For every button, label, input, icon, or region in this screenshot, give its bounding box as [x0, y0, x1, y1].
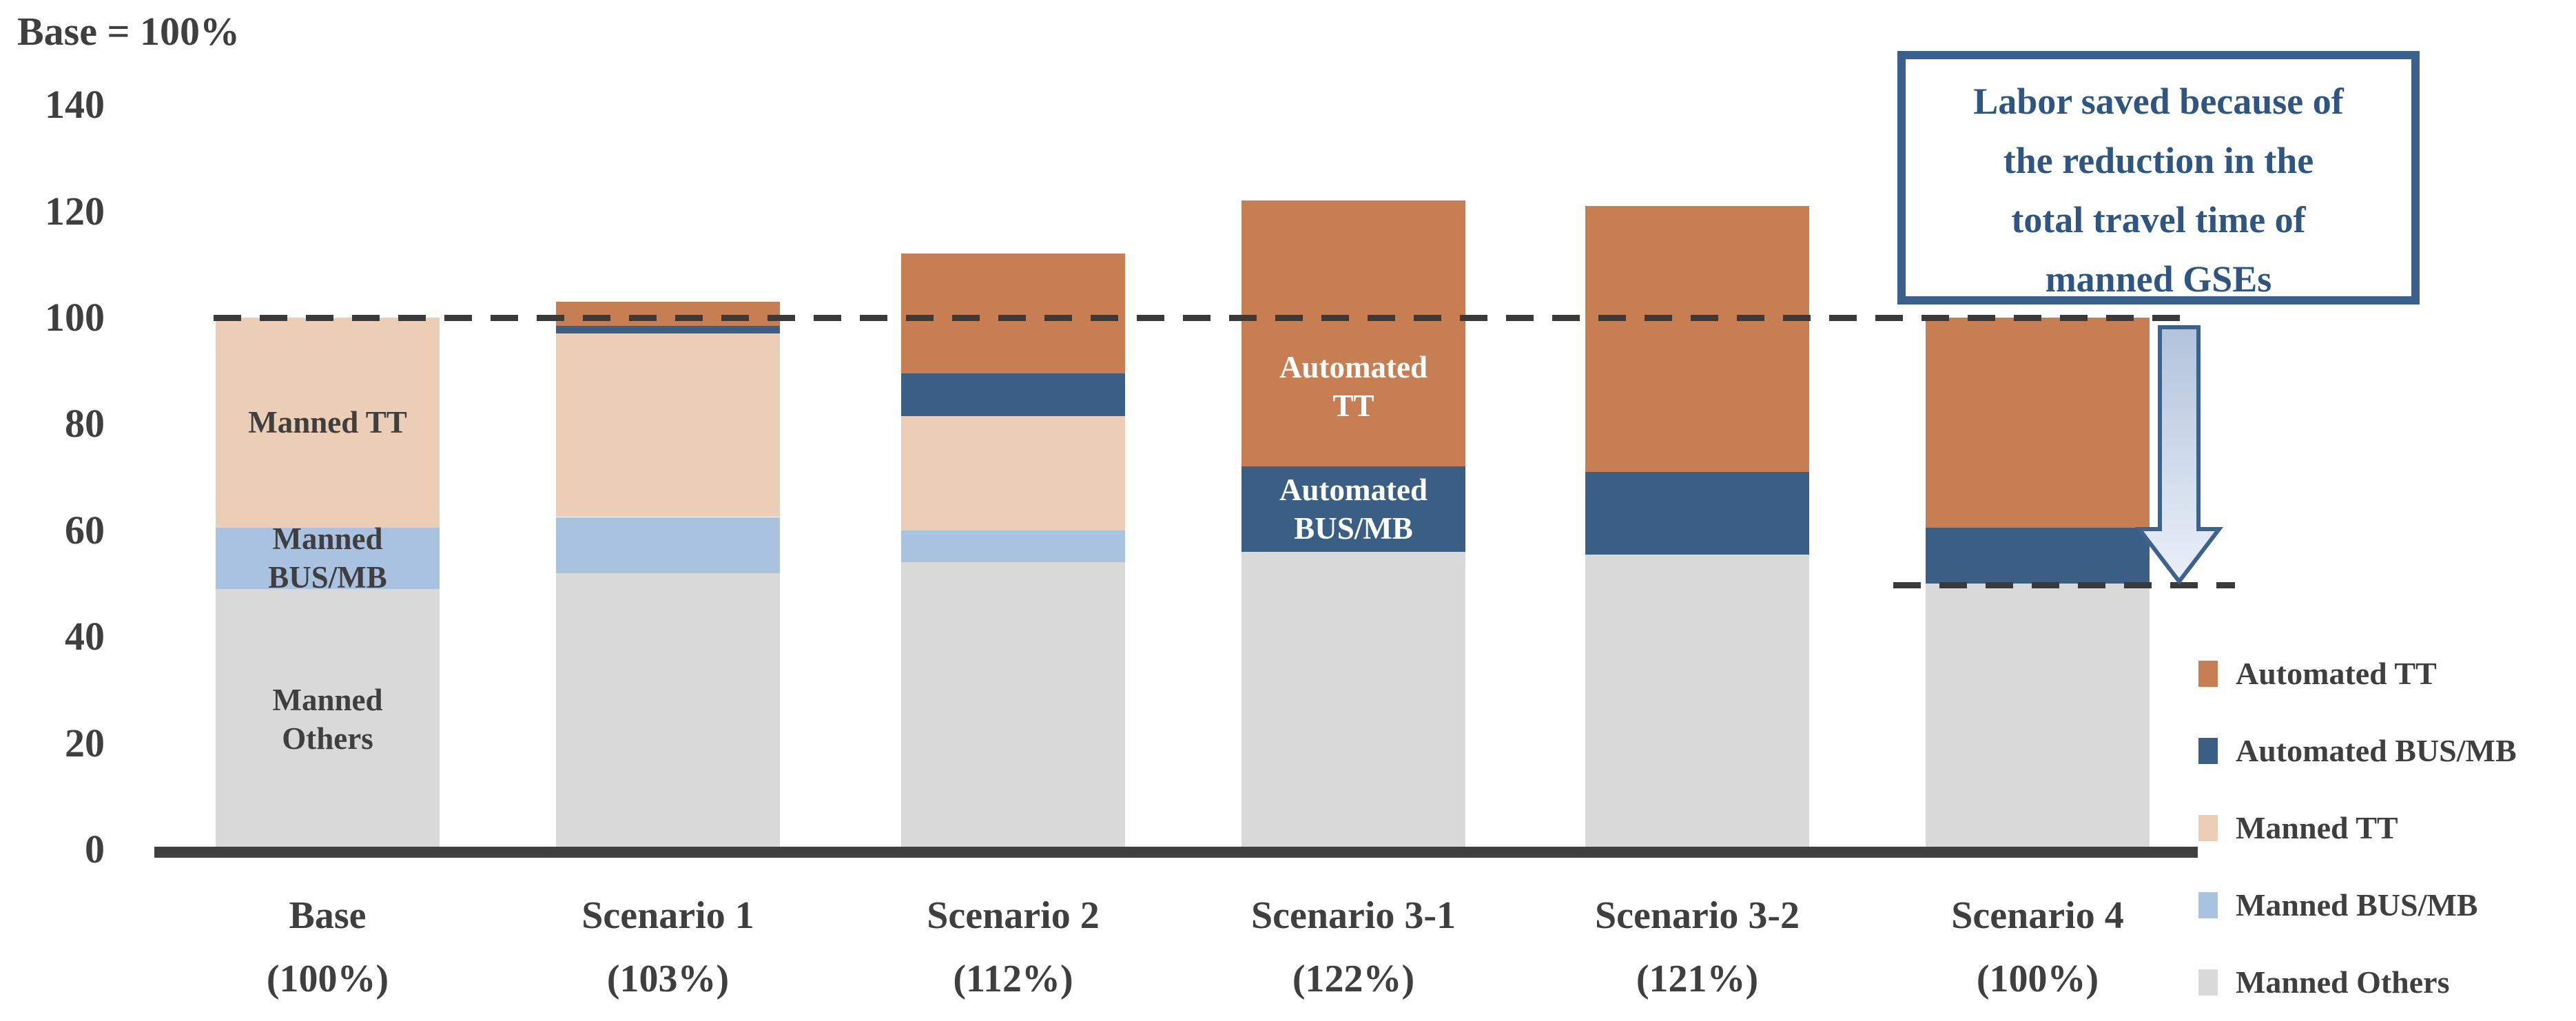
legend-swatch-icon — [2198, 737, 2218, 764]
y-tick-label: 20 — [65, 720, 105, 765]
bar-segment-manned-others — [1926, 584, 2150, 849]
bar-label-manned-tt: Manned TT — [248, 405, 407, 440]
reference-line-100 — [214, 315, 2195, 321]
bar-segment-manned-others — [901, 562, 1125, 849]
bar-label-automated-bus-mb: Automated BUS/MB — [1279, 472, 1428, 546]
bar-segment-manned-others — [216, 588, 440, 849]
bar-segment-automated-bus-mb — [901, 373, 1125, 416]
legend-swatch-icon — [2198, 891, 2218, 918]
callout-text-line: the reduction in the — [2003, 140, 2314, 181]
y-tick-label: 140 — [45, 82, 105, 127]
legend-swatch-icon — [2198, 969, 2218, 996]
legend-label: Manned Others — [2236, 965, 2450, 1000]
bar-segment-manned-bus-mb — [556, 517, 780, 573]
y-tick-label: 100 — [45, 295, 105, 340]
x-category-label: Base (100%) — [266, 894, 389, 1000]
bar-segment-manned-tt — [216, 318, 440, 528]
y-tick-label: 0 — [85, 827, 105, 872]
bar-segment-manned-bus-mb — [901, 530, 1125, 563]
bar-segment-automated-tt — [1585, 205, 1809, 472]
bar-segment-automated-tt — [901, 254, 1125, 374]
legend-item-manned-others: Manned Others — [2198, 964, 2450, 1000]
bar-segment-manned-tt — [901, 415, 1125, 530]
legend-label: Manned TT — [2236, 810, 2398, 845]
bar-segment-manned-others — [556, 573, 780, 849]
x-axis-baseline — [154, 847, 2198, 858]
bar-segment-automated-bus-mb — [1926, 527, 2150, 584]
y-tick-label: 40 — [65, 614, 105, 659]
callout-text-line: Labor saved because of — [1973, 81, 2344, 122]
bar-label-manned-others: Manned Others — [272, 682, 383, 756]
x-category-label: Scenario 1 (103%) — [581, 894, 754, 1000]
bar-segment-manned-others — [1241, 551, 1465, 849]
axis-unit-note: Base = 100% — [17, 9, 240, 54]
down-block-arrow-icon — [2134, 325, 2224, 585]
x-category-label: Scenario 3-1 (122%) — [1250, 894, 1456, 1000]
legend-swatch-icon — [2198, 660, 2218, 687]
bar-label-automated-tt: Automated TT — [1279, 350, 1428, 424]
legend-item-manned-tt: Manned TT — [2198, 809, 2398, 846]
labor-saved-arrow — [2133, 324, 2225, 586]
legend-item-automated-tt: Automated TT — [2198, 655, 2437, 692]
bar-segment-manned-others — [1585, 554, 1809, 849]
labor-saved-callout-box: Labor saved because of the reduction in … — [1897, 51, 2420, 305]
legend-label: Automated TT — [2236, 656, 2437, 691]
legend-item-automated-bus-mb: Automated BUS/MB — [2198, 732, 2517, 769]
bar-segment-automated-tt — [1926, 318, 2150, 528]
bar-segment-automated-tt — [1241, 200, 1465, 467]
legend-label: Automated BUS/MB — [2236, 733, 2517, 768]
reference-line-49.8 — [1893, 581, 2235, 588]
callout-text-line: manned GSEs — [2045, 258, 2272, 300]
legend-swatch-icon — [2198, 814, 2218, 841]
y-tick-label: 120 — [45, 188, 105, 234]
bar-segment-automated-bus-mb — [556, 325, 780, 334]
y-tick-label: 80 — [65, 401, 105, 446]
bar-label-manned-bus-mb: Manned BUS/MB — [268, 522, 387, 595]
legend-item-manned-bus-mb: Manned BUS/MB — [2198, 887, 2477, 923]
x-category-label: Scenario 3-2 (121%) — [1594, 894, 1800, 1000]
bar-segment-automated-bus-mb — [1241, 466, 1465, 552]
y-tick-label: 60 — [65, 507, 105, 553]
callout-text-line: total travel time of — [2011, 199, 2306, 240]
legend-label: Manned BUS/MB — [2236, 887, 2478, 922]
bar-segment-automated-bus-mb — [1585, 471, 1809, 555]
bar-segment-manned-tt — [556, 333, 780, 517]
bar-segment-manned-bus-mb — [216, 527, 440, 589]
bar-segment-automated-tt — [556, 301, 780, 326]
x-category-label: Scenario 4 (100%) — [1951, 894, 2124, 1000]
x-category-label: Scenario 2 (112%) — [927, 894, 1100, 1000]
